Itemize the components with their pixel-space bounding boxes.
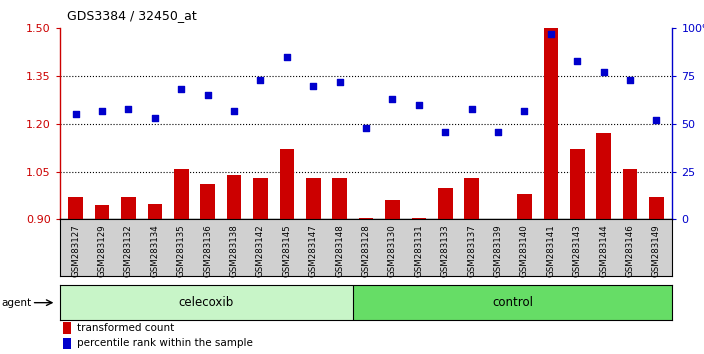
Point (281, 54, 292, 60)
Point (255, 77, 266, 83)
Text: GSM283141: GSM283141 (546, 224, 555, 277)
Text: GSM283147: GSM283147 (309, 224, 318, 277)
Bar (63, 322, 71, 334)
Text: GSM283136: GSM283136 (203, 224, 212, 277)
Text: transformed count: transformed count (77, 323, 175, 333)
FancyBboxPatch shape (60, 285, 353, 320)
Text: GSM283127: GSM283127 (71, 224, 80, 277)
Point (96, 108, 108, 113)
Point (519, 108, 530, 113)
Bar (623, 169, 637, 219)
Bar (596, 133, 611, 219)
Point (650, 117, 662, 123)
Text: GSM283137: GSM283137 (467, 224, 476, 277)
Bar (332, 178, 347, 219)
Point (308, 83, 319, 88)
Bar (465, 178, 479, 219)
Text: GSM283129: GSM283129 (98, 224, 106, 276)
Bar (649, 197, 664, 219)
Bar (253, 178, 268, 219)
Bar (227, 175, 241, 219)
Bar (279, 149, 294, 219)
Point (334, 79, 345, 85)
Text: percentile rank within the sample: percentile rank within the sample (77, 338, 253, 348)
Bar (570, 149, 584, 219)
Text: GSM283138: GSM283138 (230, 224, 239, 277)
Bar (68, 197, 83, 219)
Text: celecoxib: celecoxib (179, 296, 234, 309)
Point (598, 69, 609, 75)
Text: GSM283131: GSM283131 (415, 224, 423, 277)
Text: GSM283128: GSM283128 (362, 224, 370, 277)
Text: GSM283143: GSM283143 (573, 224, 582, 277)
Text: GSM283135: GSM283135 (177, 224, 186, 277)
Point (149, 115, 161, 121)
Point (387, 96, 398, 102)
Point (413, 102, 425, 108)
Text: GSM283142: GSM283142 (256, 224, 265, 277)
Text: GSM283149: GSM283149 (652, 224, 661, 276)
Bar (174, 169, 189, 219)
Bar (201, 184, 215, 219)
Point (492, 129, 503, 135)
Bar (412, 218, 426, 219)
Point (70, 112, 81, 117)
Text: GSM283133: GSM283133 (441, 224, 450, 277)
Text: GSM283132: GSM283132 (124, 224, 133, 277)
Point (175, 87, 187, 92)
Bar (359, 218, 373, 219)
FancyBboxPatch shape (353, 285, 672, 320)
Text: GDS3384 / 32450_at: GDS3384 / 32450_at (67, 9, 196, 22)
Point (228, 108, 239, 113)
Point (360, 125, 372, 131)
Bar (385, 200, 400, 219)
Bar (63, 337, 71, 349)
Point (202, 92, 213, 98)
Bar (148, 204, 162, 219)
Bar (95, 205, 109, 219)
Bar (543, 28, 558, 219)
Point (624, 77, 636, 83)
Text: GSM283130: GSM283130 (388, 224, 397, 277)
Text: GSM283148: GSM283148 (335, 224, 344, 277)
Text: GSM283134: GSM283134 (151, 224, 159, 277)
Text: GSM283139: GSM283139 (494, 224, 503, 276)
Text: GSM283146: GSM283146 (626, 224, 634, 277)
Point (572, 58, 583, 64)
Bar (121, 197, 136, 219)
Text: GSM283144: GSM283144 (599, 224, 608, 277)
Bar (438, 188, 453, 219)
Point (545, 31, 556, 37)
Point (466, 106, 477, 112)
Text: control: control (492, 296, 533, 309)
Text: GSM283140: GSM283140 (520, 224, 529, 277)
Point (122, 106, 134, 112)
Text: GSM283145: GSM283145 (282, 224, 291, 277)
Bar (306, 178, 320, 219)
Bar (517, 194, 532, 219)
Point (439, 129, 451, 135)
Text: agent: agent (1, 298, 32, 308)
